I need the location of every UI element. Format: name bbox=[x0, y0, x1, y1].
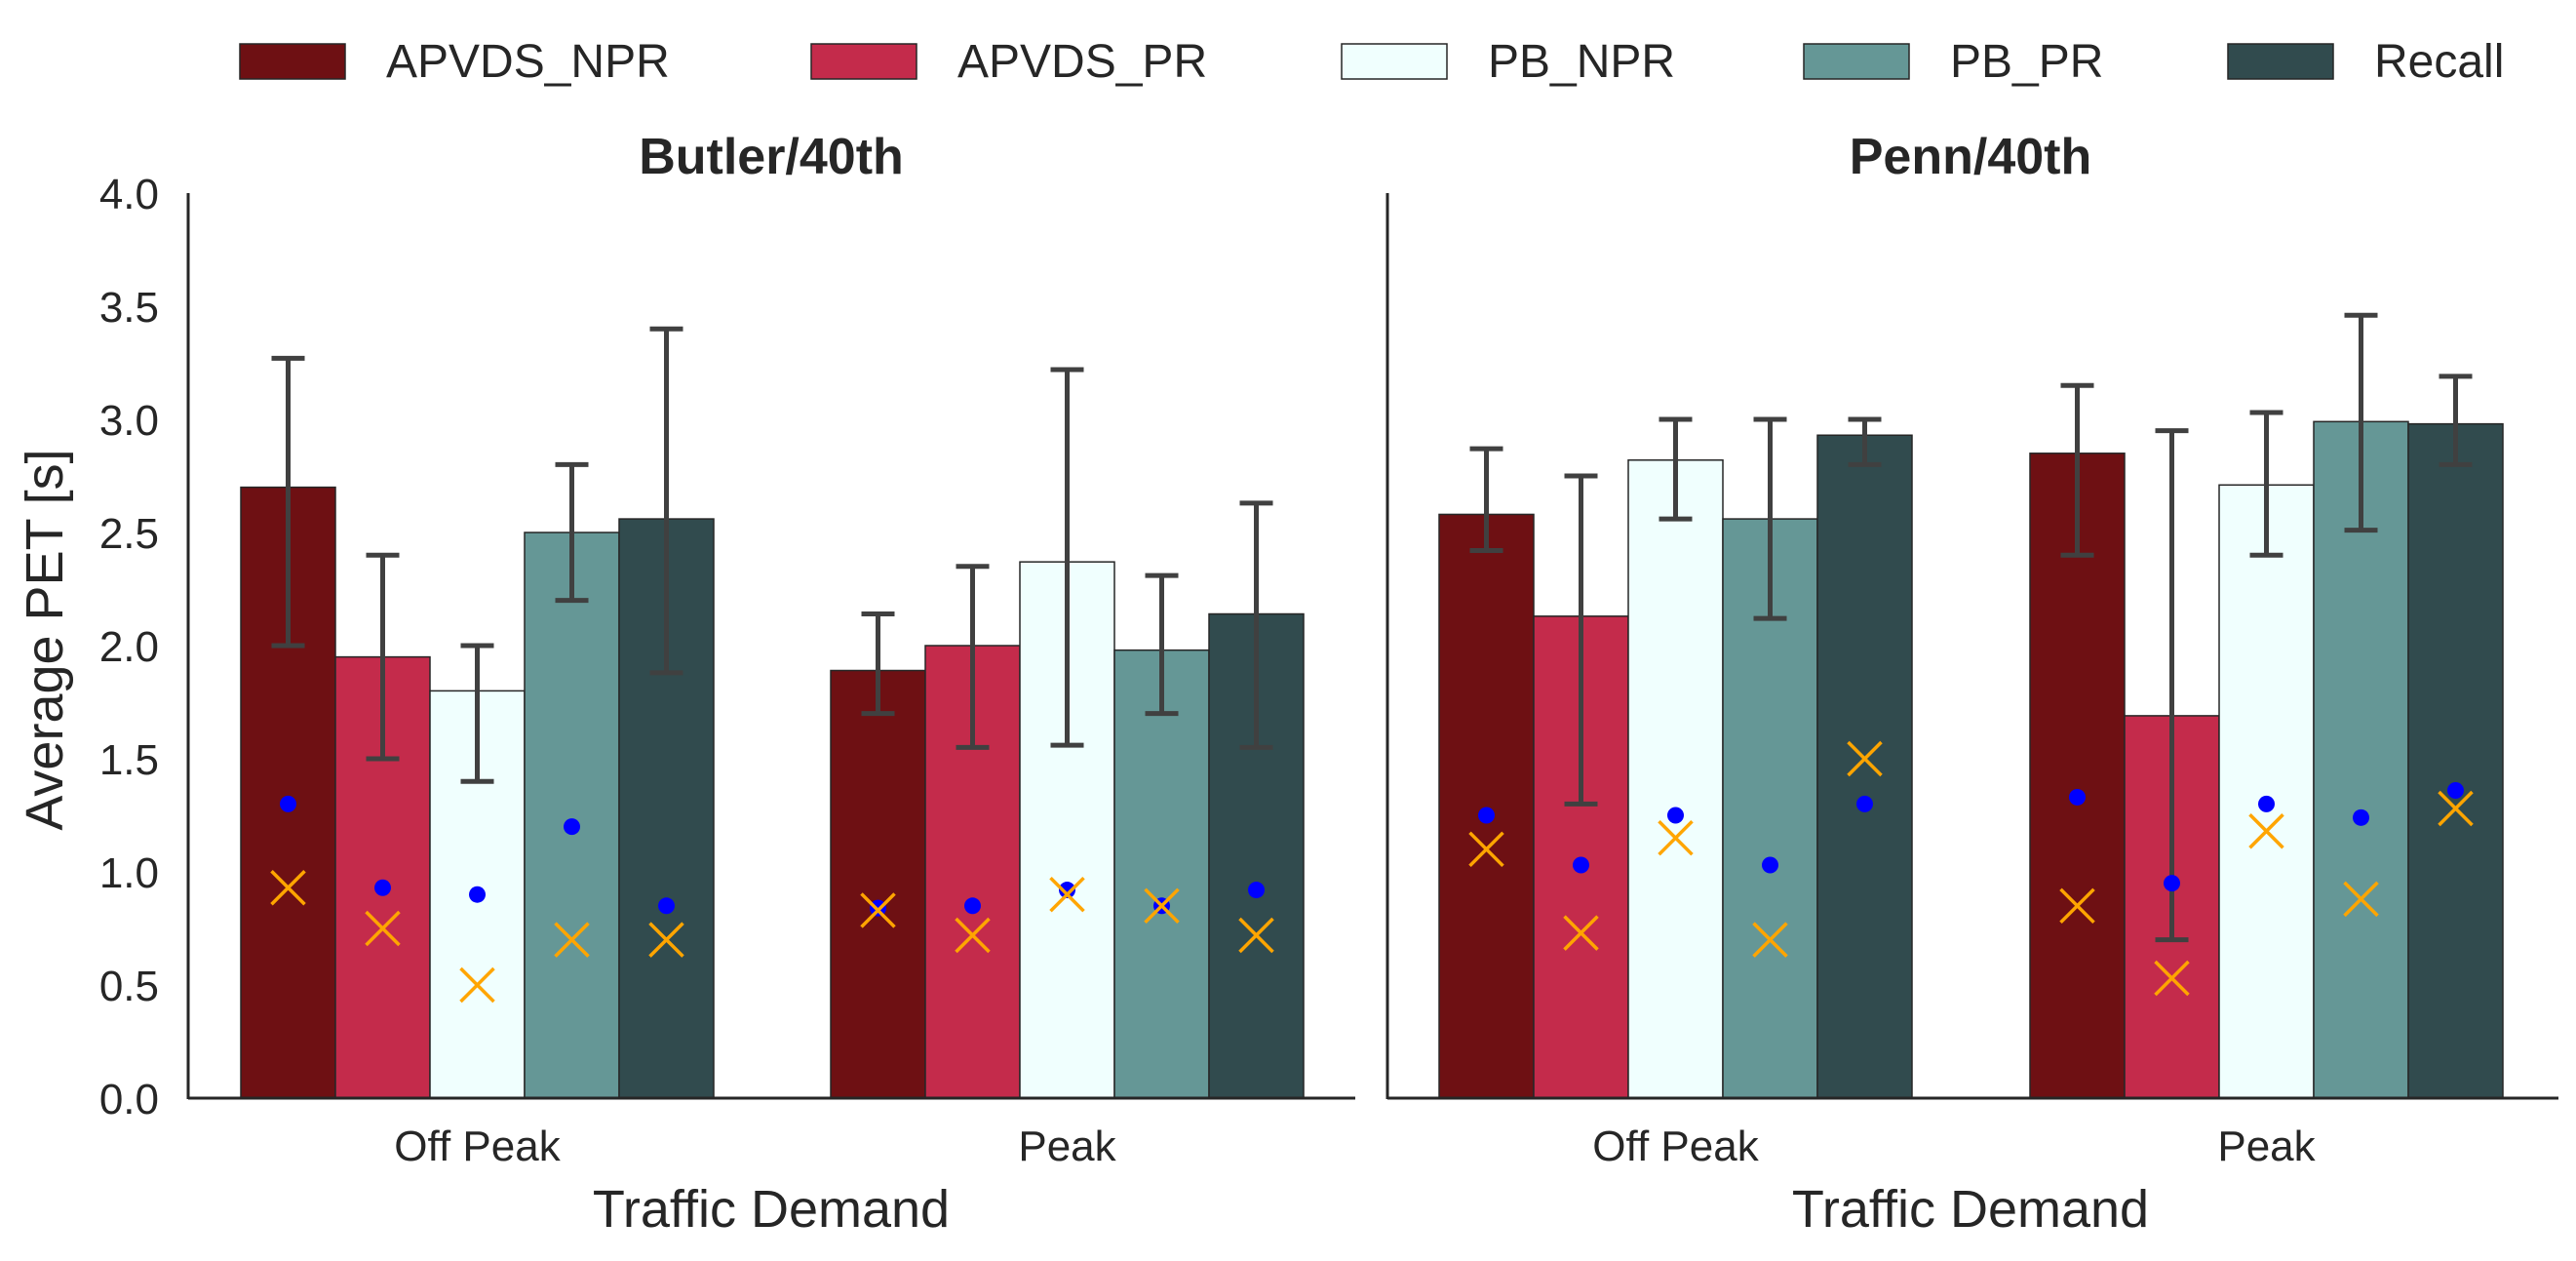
cross-marker-pb-npr-peak bbox=[1049, 876, 1085, 913]
y-axis: 0.0 0.5 1.0 1.5 2.0 2.5 3.0 3.5 4.0 bbox=[99, 171, 190, 1123]
bar-pb-npr-peak bbox=[2218, 484, 2315, 1099]
bar-apvds-npr-peak bbox=[2029, 453, 2126, 1099]
cross-marker-recall-peak bbox=[2438, 790, 2474, 827]
cross-marker-pb-pr-peak bbox=[2343, 881, 2379, 918]
dot-marker-pb-npr-peak bbox=[1059, 882, 1075, 899]
y-tick-label: 2.5 bbox=[99, 510, 159, 558]
dot-marker-apvds-pr-peak bbox=[964, 897, 981, 915]
legend-swatch-pb-pr bbox=[1803, 43, 1910, 80]
dot-marker-apvds-pr-off-peak bbox=[374, 879, 391, 896]
dot-marker-apvds-pr-off-peak bbox=[1573, 856, 1589, 874]
cross-marker-apvds-pr-off-peak bbox=[365, 910, 401, 947]
cross-marker-apvds-npr-peak bbox=[860, 892, 896, 928]
dot-marker-recall-peak bbox=[1248, 882, 1265, 899]
x-tick-label-off-peak: Off Peak bbox=[394, 1123, 561, 1170]
dot-marker-apvds-pr-peak bbox=[2164, 875, 2180, 892]
dot-marker-recall-off-peak bbox=[658, 897, 675, 915]
dot-marker-pb-pr-off-peak bbox=[564, 818, 580, 836]
cross-marker-apvds-npr-off-peak bbox=[1468, 831, 1504, 868]
x-tick-label-off-peak: Off Peak bbox=[1592, 1123, 1759, 1170]
y-tick-label: 2.0 bbox=[99, 623, 159, 671]
x-tick-label-peak: Peak bbox=[2217, 1123, 2316, 1170]
y-tick-label: 1.5 bbox=[99, 736, 159, 784]
bar-pb-npr-off-peak bbox=[1627, 459, 1724, 1099]
panel-butler-40th: Butler/40th 0.00.51.01.52.02.53.03.54.0 … bbox=[99, 129, 1355, 1239]
dot-marker-apvds-npr-off-peak bbox=[280, 795, 296, 812]
x-axis: Off Peak Peak bbox=[1387, 1096, 2558, 1170]
legend-swatch-apvds-pr bbox=[810, 43, 917, 80]
y-tick-label: 4.0 bbox=[99, 171, 159, 218]
dot-marker-apvds-npr-off-peak bbox=[1478, 807, 1495, 824]
dot-marker-pb-npr-peak bbox=[2258, 795, 2275, 812]
bar-pb-pr-peak bbox=[1113, 649, 1210, 1099]
legend-label-pb-npr: PB_NPR bbox=[1488, 36, 1675, 88]
dot-marker-recall-peak bbox=[2447, 781, 2464, 799]
cross-marker-recall-peak bbox=[1238, 917, 1274, 954]
panel-title: Butler/40th bbox=[639, 129, 904, 185]
cross-marker-pb-pr-off-peak bbox=[554, 922, 590, 958]
y-tick-label: 1.0 bbox=[99, 849, 159, 897]
legend-label-pb-pr: PB_PR bbox=[1950, 36, 2103, 88]
x-axis-title: Traffic Demand bbox=[1792, 1180, 2149, 1239]
y-tick-label: 3.5 bbox=[99, 284, 159, 332]
x-tick-label-peak: Peak bbox=[1018, 1123, 1116, 1170]
legend: APVDS_NPR APVDS_PR PB_NPR PB_PR Recall bbox=[239, 36, 2504, 88]
dot-marker-pb-pr-off-peak bbox=[1762, 856, 1778, 874]
cross-marker-pb-pr-off-peak bbox=[1752, 922, 1788, 958]
cross-marker-pb-npr-off-peak bbox=[459, 966, 495, 1004]
markers bbox=[1468, 740, 2474, 997]
cross-marker-apvds-npr-off-peak bbox=[270, 870, 306, 906]
legend-label-apvds-npr: APVDS_NPR bbox=[386, 36, 670, 88]
y-tick-label: 0.5 bbox=[99, 963, 159, 1010]
error-bars bbox=[271, 326, 1273, 784]
bar-apvds-npr-off-peak bbox=[1438, 513, 1535, 1099]
bar-recall-off-peak bbox=[1816, 434, 1913, 1099]
dot-marker-pb-npr-off-peak bbox=[1667, 807, 1684, 824]
legend-swatch-apvds-npr bbox=[239, 43, 346, 80]
cross-marker-apvds-npr-peak bbox=[2059, 887, 2095, 925]
x-axis: Off Peak Peak bbox=[188, 1096, 1355, 1170]
bar-pb-pr-off-peak bbox=[524, 532, 620, 1099]
cross-marker-recall-off-peak bbox=[648, 922, 684, 958]
legend-label-recall: Recall bbox=[2374, 36, 2504, 88]
cross-marker-pb-npr-off-peak bbox=[1658, 819, 1694, 856]
x-axis-title: Traffic Demand bbox=[593, 1180, 950, 1239]
legend-swatch-recall bbox=[2227, 43, 2334, 80]
markers bbox=[270, 795, 1274, 1004]
cross-marker-recall-off-peak bbox=[1847, 740, 1883, 777]
y-tick-label: 0.0 bbox=[99, 1076, 159, 1123]
legend-swatch-pb-npr bbox=[1341, 43, 1448, 80]
cross-marker-pb-npr-peak bbox=[2248, 813, 2284, 849]
bar-recall-peak bbox=[2407, 422, 2504, 1099]
cross-marker-apvds-pr-peak bbox=[955, 917, 991, 954]
dot-marker-apvds-npr-peak bbox=[2069, 788, 2086, 806]
panel-title: Penn/40th bbox=[1850, 129, 2092, 185]
panel-penn-40th: Penn/40th Off Peak Peak Traffic Demand bbox=[1386, 129, 2558, 1239]
cross-marker-apvds-pr-off-peak bbox=[1563, 915, 1599, 951]
bar-pb-pr-peak bbox=[2313, 420, 2409, 1099]
dot-marker-pb-pr-peak bbox=[2353, 808, 2369, 826]
cross-marker-apvds-pr-peak bbox=[2154, 960, 2190, 997]
y-axis-title: Average PET [s] bbox=[16, 449, 74, 830]
cross-marker-pb-pr-peak bbox=[1144, 887, 1180, 925]
bars bbox=[240, 486, 1305, 1099]
y-tick-label: 3.0 bbox=[99, 397, 159, 445]
error-bars bbox=[1469, 312, 2473, 943]
bar-apvds-npr-peak bbox=[830, 669, 926, 1099]
bars bbox=[1438, 420, 2504, 1099]
dot-marker-pb-npr-off-peak bbox=[469, 886, 486, 903]
dot-marker-recall-off-peak bbox=[1856, 795, 1873, 812]
legend-label-apvds-pr: APVDS_PR bbox=[957, 36, 1207, 88]
